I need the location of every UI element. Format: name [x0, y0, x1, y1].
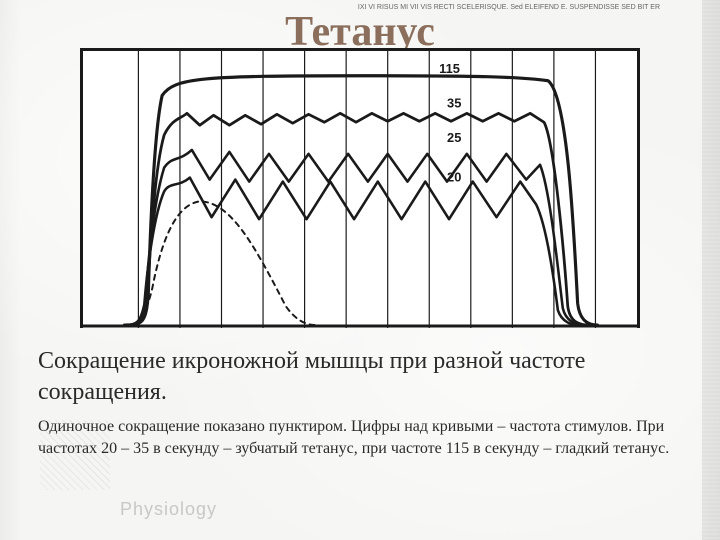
tetanus-chart: 115 35 25 20	[80, 48, 640, 328]
curve-label-20: 20	[447, 170, 461, 185]
side-texture	[702, 0, 720, 540]
curve-label-25: 25	[447, 130, 461, 145]
subtitle-text: Сокращение икроножной мышцы при разной ч…	[38, 346, 682, 408]
description-text: Одиночное сокращение показано пунктиром.…	[38, 416, 682, 459]
curve-35	[125, 113, 590, 325]
curve-20	[125, 178, 578, 325]
chart-svg: 115 35 25 20	[83, 51, 637, 328]
watermark-text: Physiology	[120, 499, 217, 520]
curve-label-35: 35	[447, 95, 461, 110]
curve-25	[125, 150, 584, 325]
chart-curves	[125, 76, 598, 325]
curve-115	[125, 76, 598, 325]
curve-label-115: 115	[439, 61, 460, 76]
